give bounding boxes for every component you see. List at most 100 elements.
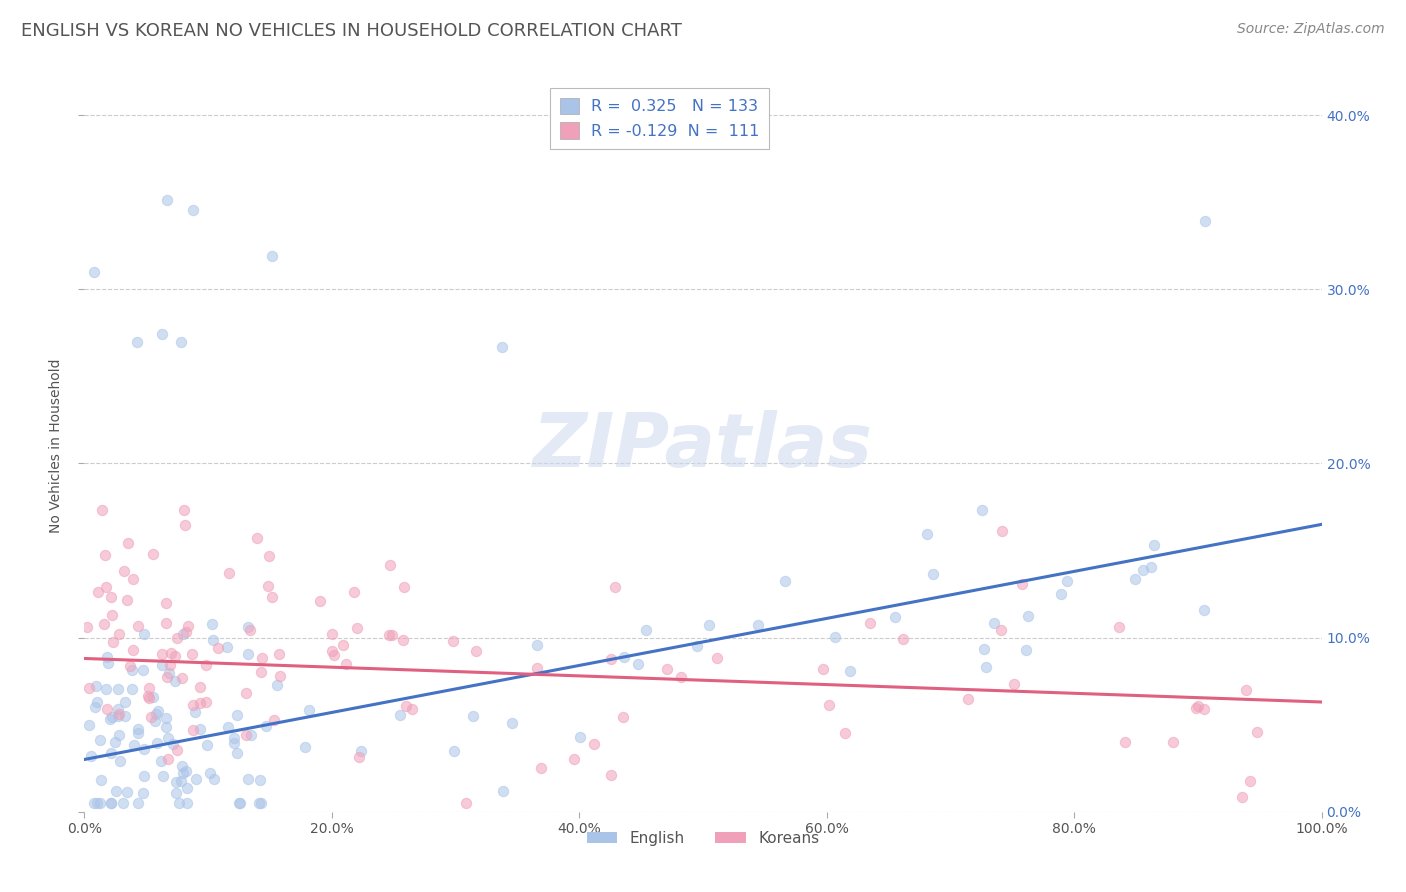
Point xyxy=(176,780,198,795)
Point xyxy=(600,768,623,782)
Point xyxy=(294,739,316,754)
Point xyxy=(114,709,136,723)
Point xyxy=(990,524,1012,538)
Point xyxy=(156,670,179,684)
Point xyxy=(176,764,198,778)
Point xyxy=(321,627,343,641)
Point xyxy=(98,712,121,726)
Point xyxy=(159,657,181,672)
Point xyxy=(188,680,211,694)
Point xyxy=(149,754,172,768)
Point xyxy=(686,639,709,653)
Point xyxy=(1011,577,1033,591)
Point xyxy=(706,651,728,665)
Point xyxy=(392,580,415,594)
Point xyxy=(100,796,122,810)
Point xyxy=(97,657,120,671)
Point xyxy=(155,711,177,725)
Point xyxy=(156,194,179,208)
Point xyxy=(990,624,1012,638)
Point xyxy=(1239,774,1261,789)
Point xyxy=(1230,790,1253,805)
Point xyxy=(96,650,118,665)
Point xyxy=(155,720,177,734)
Point xyxy=(824,630,846,644)
Point xyxy=(921,567,943,582)
Point xyxy=(108,755,131,769)
Point xyxy=(127,335,149,350)
Point xyxy=(240,728,263,742)
Point xyxy=(117,535,139,549)
Point xyxy=(138,691,160,706)
Point xyxy=(217,640,239,655)
Point xyxy=(224,731,246,745)
Point xyxy=(127,619,149,633)
Point xyxy=(972,503,994,517)
Point xyxy=(132,663,155,677)
Point xyxy=(86,584,108,599)
Point xyxy=(121,663,143,677)
Point xyxy=(132,786,155,800)
Point xyxy=(138,681,160,695)
Point xyxy=(195,658,218,673)
Point xyxy=(188,722,211,736)
Point xyxy=(884,609,907,624)
Point xyxy=(260,590,283,604)
Point xyxy=(491,784,513,798)
Point xyxy=(181,698,204,712)
Point xyxy=(93,617,115,632)
Point xyxy=(127,796,149,810)
Point xyxy=(612,710,634,724)
Point xyxy=(235,686,257,700)
Point xyxy=(747,618,769,632)
Point xyxy=(655,662,678,676)
Point xyxy=(169,334,191,349)
Text: ENGLISH VS KOREAN NO VEHICLES IN HOUSEHOLD CORRELATION CHART: ENGLISH VS KOREAN NO VEHICLES IN HOUSEHO… xyxy=(21,22,682,40)
Point xyxy=(250,651,273,665)
Point xyxy=(605,580,627,594)
Point xyxy=(101,710,124,724)
Point xyxy=(891,632,914,647)
Point xyxy=(165,775,187,789)
Point xyxy=(526,638,548,652)
Point xyxy=(217,720,239,734)
Point xyxy=(229,796,252,810)
Point xyxy=(170,759,193,773)
Point xyxy=(200,766,222,780)
Point xyxy=(142,690,165,705)
Point xyxy=(76,620,98,634)
Point xyxy=(94,548,117,562)
Point xyxy=(235,728,257,742)
Point xyxy=(181,203,204,218)
Point xyxy=(249,772,271,787)
Point xyxy=(134,742,156,756)
Legend: English, Koreans: English, Koreans xyxy=(581,824,825,852)
Point xyxy=(100,796,122,810)
Point xyxy=(321,644,343,658)
Point xyxy=(83,265,105,279)
Point xyxy=(1192,702,1215,716)
Point xyxy=(343,585,366,599)
Point xyxy=(194,695,217,709)
Point xyxy=(1194,214,1216,228)
Point xyxy=(225,708,247,723)
Point xyxy=(613,649,636,664)
Point xyxy=(150,327,173,342)
Point xyxy=(669,669,692,683)
Point xyxy=(380,558,402,572)
Point xyxy=(184,772,207,787)
Point xyxy=(1108,620,1130,634)
Point xyxy=(148,704,170,718)
Point xyxy=(465,643,488,657)
Point xyxy=(108,627,131,641)
Point xyxy=(170,773,193,788)
Point xyxy=(112,564,135,578)
Point xyxy=(250,796,273,810)
Point xyxy=(266,678,288,692)
Point xyxy=(143,714,166,728)
Point xyxy=(83,796,105,810)
Point xyxy=(141,710,163,724)
Point xyxy=(145,706,167,721)
Point xyxy=(162,737,184,751)
Point xyxy=(202,772,225,786)
